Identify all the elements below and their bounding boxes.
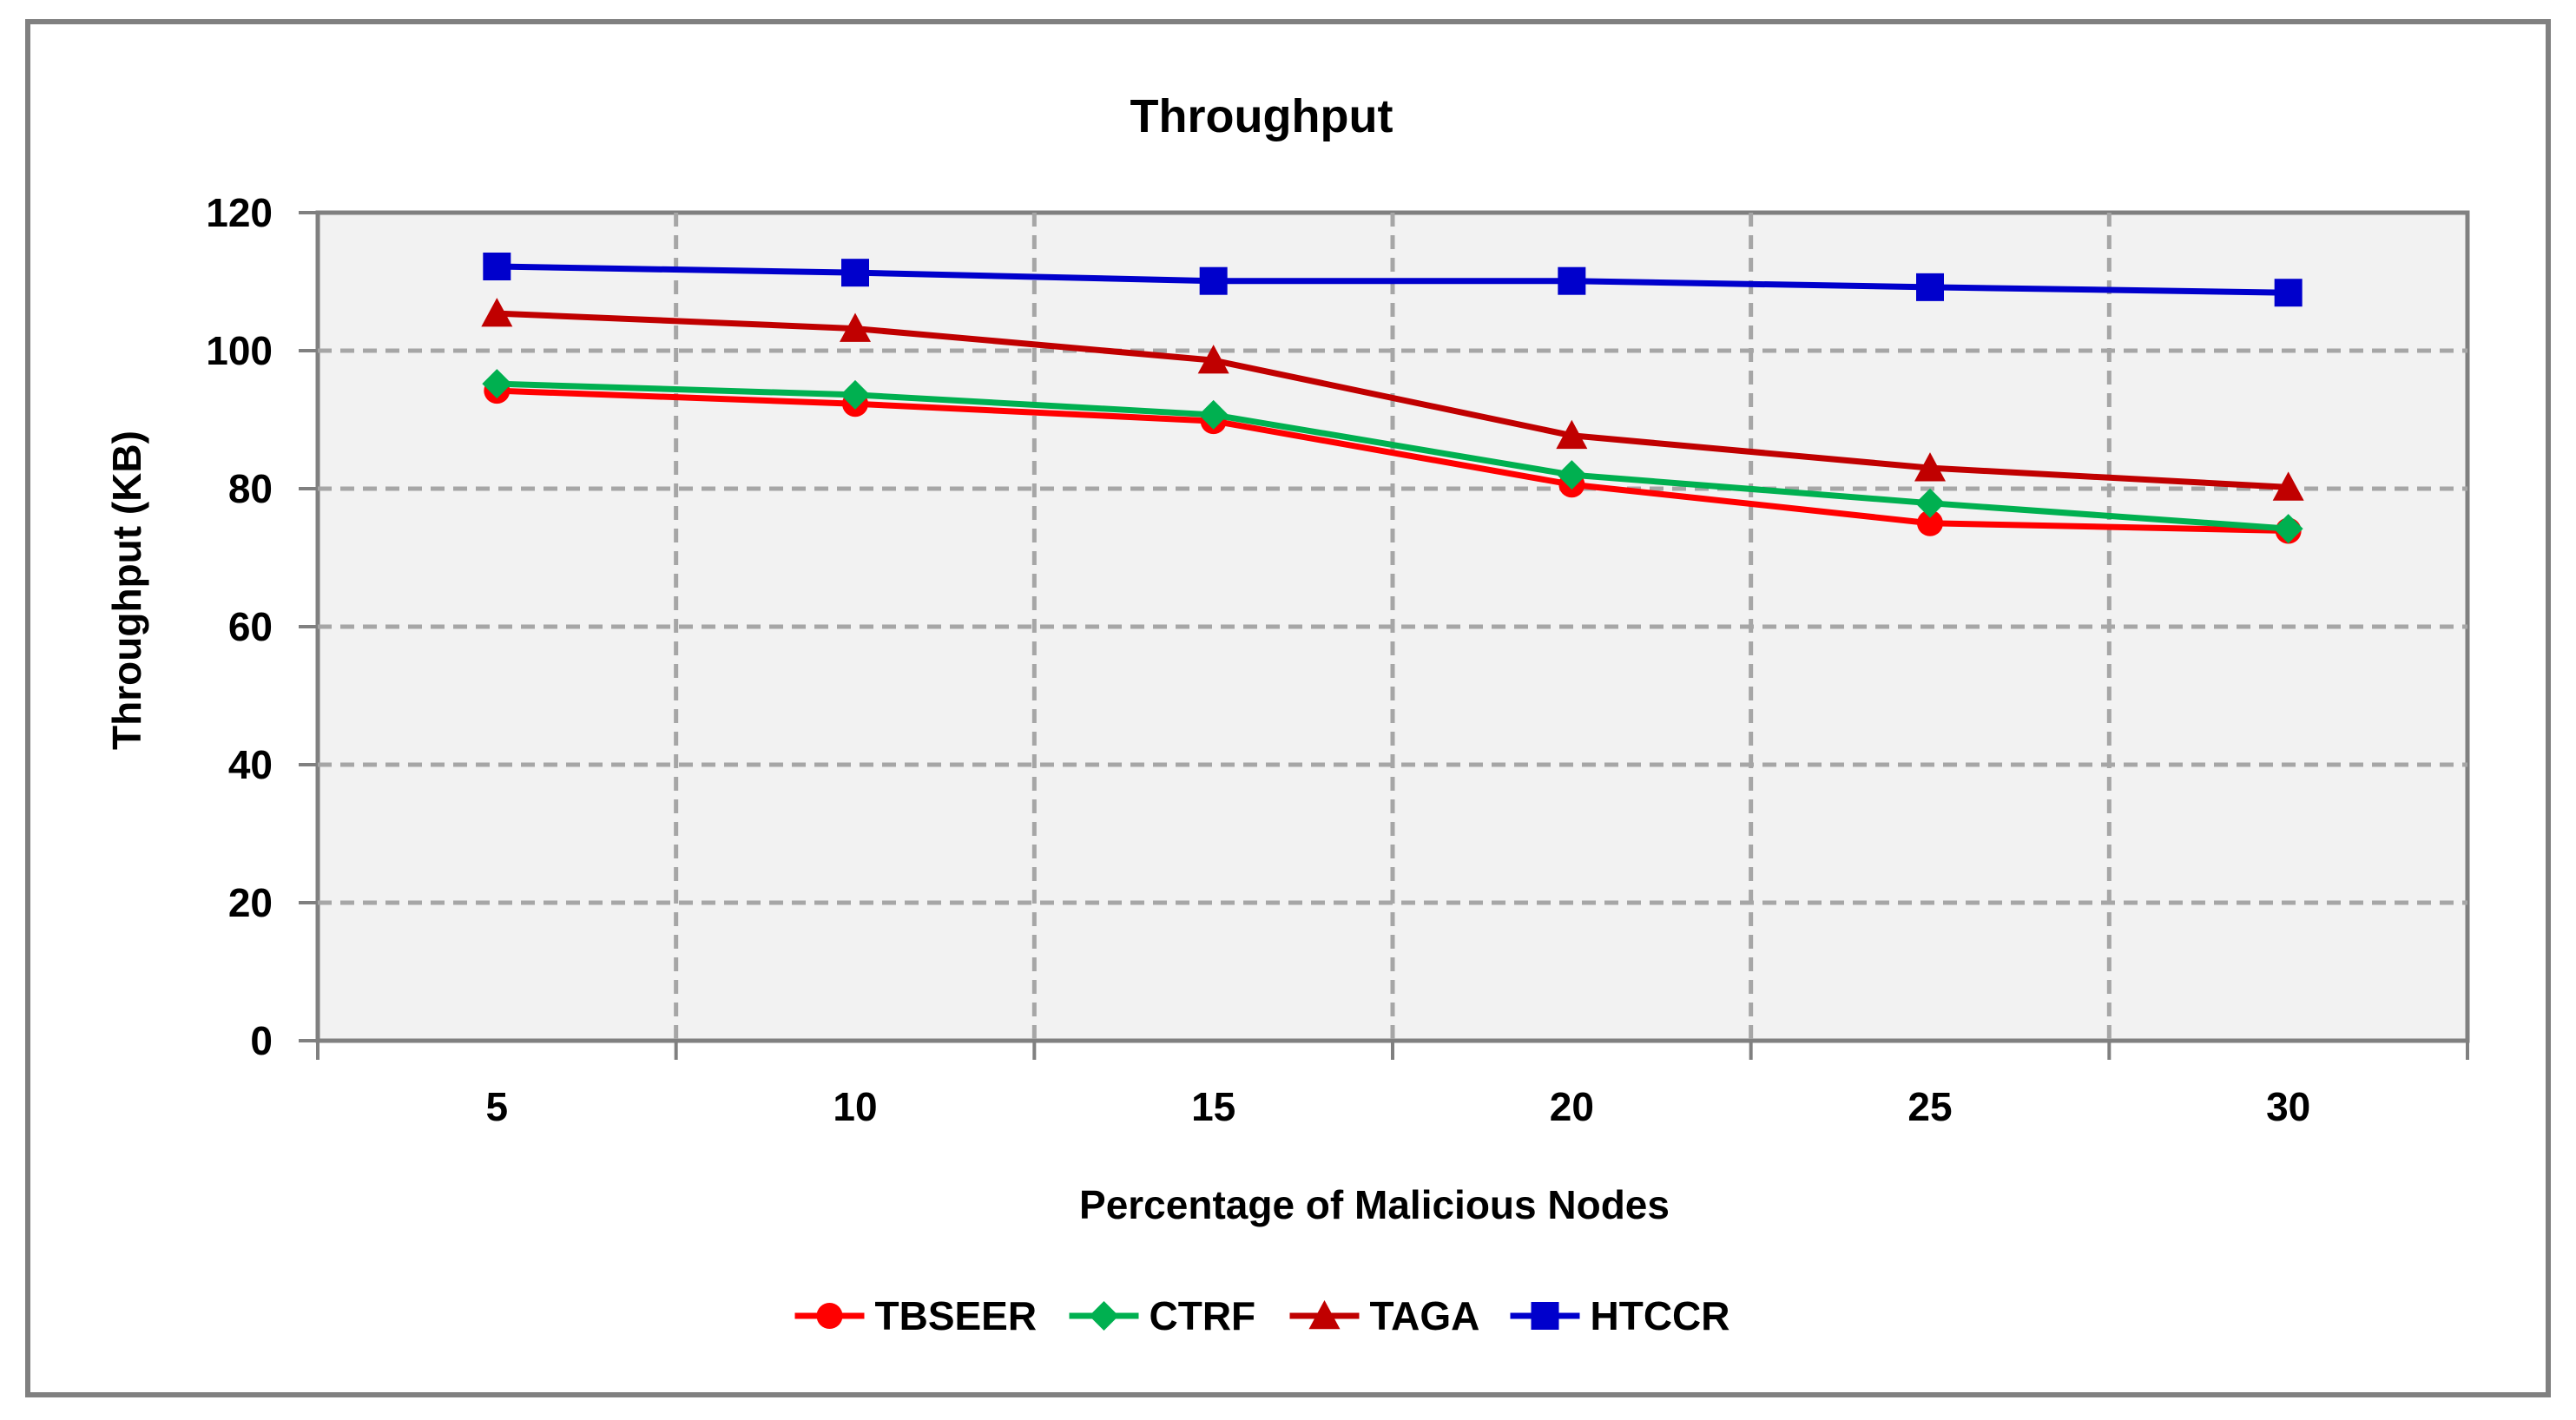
series-line-tbseer xyxy=(497,387,2289,534)
series-htccr xyxy=(483,253,2303,307)
axes: 0 20 40 60 80 100 120 5 10 15 20 25 30 xyxy=(206,190,2469,1129)
data-point-taga xyxy=(1556,419,1588,450)
series-line-taga xyxy=(497,310,2289,490)
data-point-taga xyxy=(1197,345,1229,374)
x-tick-label: 15 xyxy=(1191,1084,1235,1129)
series-line-htccr xyxy=(497,263,2289,296)
data-point-ctrf xyxy=(1557,460,1587,490)
legend-label: TAGA xyxy=(1370,1293,1480,1338)
data-point-ctrf xyxy=(840,379,870,410)
legend-swatch-marker xyxy=(1531,1302,1559,1330)
y-tick-label: 100 xyxy=(206,328,273,373)
data-point-htccr xyxy=(841,259,869,287)
series-taga xyxy=(481,298,2304,501)
data-point-ctrf xyxy=(1915,488,1945,518)
legend-item-tbseer: TBSEER xyxy=(794,1293,1038,1338)
legend-label: HTCCR xyxy=(1591,1293,1730,1338)
data-point-ctrf xyxy=(1198,399,1229,430)
legend: TBSEER CTRF TAGA HTCCR xyxy=(794,1293,1730,1338)
data-point-htccr xyxy=(483,253,511,281)
data-point-taga xyxy=(1914,452,1946,482)
data-point-htccr xyxy=(1199,266,1228,295)
x-tick-label: 10 xyxy=(833,1084,877,1129)
legend-label: CTRF xyxy=(1150,1293,1256,1338)
x-tick-label: 20 xyxy=(1550,1084,1594,1129)
legend-swatch-marker xyxy=(1308,1300,1341,1330)
data-point-tbseer xyxy=(1917,509,1943,536)
data-point-htccr xyxy=(1916,273,1944,301)
data-point-ctrf xyxy=(482,369,512,399)
data-point-htccr xyxy=(1558,266,1586,295)
legend-swatch-marker xyxy=(816,1303,843,1329)
series-ctrf xyxy=(482,369,2303,544)
series-line-ctrf xyxy=(497,380,2289,532)
series xyxy=(481,253,2304,544)
data-point-ctrf xyxy=(2273,514,2303,544)
data-point-htccr xyxy=(2274,279,2303,307)
y-tick-label: 20 xyxy=(228,880,273,925)
y-axis-label: Throughput (KB) xyxy=(104,431,149,750)
x-tick-label: 25 xyxy=(1907,1084,1952,1129)
grid-lines xyxy=(318,213,2467,1041)
y-tick-label: 80 xyxy=(228,466,273,511)
data-point-taga xyxy=(481,298,513,327)
y-tick-label: 120 xyxy=(206,190,273,235)
y-tick-label: 0 xyxy=(250,1018,273,1063)
y-tick-label: 40 xyxy=(228,742,273,787)
x-axis-label: Percentage of Malicious Nodes xyxy=(1079,1182,1670,1227)
legend-item-taga: TAGA xyxy=(1289,1293,1480,1338)
legend-item-ctrf: CTRF xyxy=(1069,1293,1256,1338)
data-point-taga xyxy=(840,312,871,342)
legend-swatch-marker xyxy=(1089,1301,1119,1331)
legend-item-htccr: HTCCR xyxy=(1510,1293,1730,1338)
data-point-taga xyxy=(2272,471,2304,501)
x-tick-label: 5 xyxy=(486,1084,509,1129)
chart-title: Throughput xyxy=(1130,90,1393,142)
x-tick-label: 30 xyxy=(2266,1084,2310,1129)
legend-label: TBSEER xyxy=(875,1293,1038,1338)
y-tick-label: 60 xyxy=(228,604,273,649)
